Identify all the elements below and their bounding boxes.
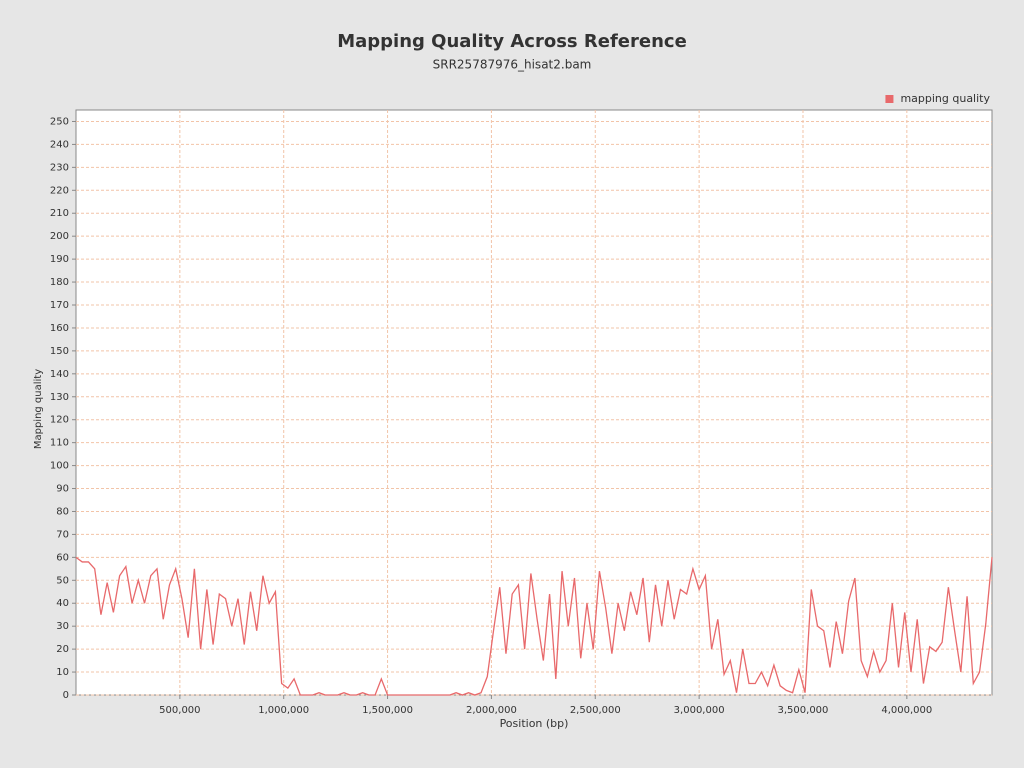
chart-subtitle: SRR25787976_hisat2.bam [433, 58, 592, 72]
y-tick-label: 250 [50, 116, 69, 127]
x-tick-label: 2,500,000 [570, 705, 621, 716]
x-tick-label: 1,500,000 [362, 705, 413, 716]
legend-swatch [885, 95, 894, 103]
y-tick-label: 120 [50, 415, 69, 426]
legend-label: mapping quality [900, 92, 990, 105]
y-tick-label: 190 [50, 254, 69, 265]
x-tick-label: 3,000,000 [674, 705, 725, 716]
y-tick-label: 180 [50, 277, 69, 288]
y-tick-label: 150 [50, 346, 69, 357]
y-axis-label: Mapping quality [33, 369, 44, 449]
y-tick-label: 170 [50, 300, 69, 311]
y-tick-label: 70 [56, 529, 69, 540]
y-tick-label: 10 [56, 667, 69, 678]
data-line [75, 556, 993, 696]
y-tick-label: 50 [56, 575, 69, 586]
y-tick-label: 60 [56, 552, 69, 563]
x-tick-label: 500,000 [159, 705, 200, 716]
y-tick-label: 40 [56, 598, 69, 609]
y-tick-label: 210 [50, 208, 69, 219]
x-tick-label: 1,000,000 [258, 705, 309, 716]
y-tick-label: 230 [50, 162, 69, 173]
y-tick-label: 90 [56, 484, 69, 495]
y-tick-label: 30 [56, 621, 69, 632]
y-tick-label: 240 [50, 139, 69, 150]
y-tick-label: 220 [50, 185, 69, 196]
y-tick-label: 140 [50, 369, 69, 380]
y-tick-label: 160 [50, 323, 69, 334]
x-tick-label: 4,000,000 [881, 705, 932, 716]
chart-title: Mapping Quality Across Reference [337, 31, 687, 52]
y-tick-label: 200 [50, 231, 69, 242]
y-tick-label: 110 [50, 438, 69, 449]
y-tick-label: 100 [50, 461, 69, 472]
x-tick-label: 3,500,000 [778, 705, 829, 716]
y-tick-label: 0 [63, 690, 69, 701]
x-tick-label: 2,000,000 [466, 705, 517, 716]
y-tick-label: 80 [56, 506, 69, 517]
x-axis-label: Position (bp) [500, 717, 569, 730]
y-tick-label: 130 [50, 392, 69, 403]
y-tick-label: 20 [56, 644, 69, 655]
plot-area [75, 109, 993, 696]
